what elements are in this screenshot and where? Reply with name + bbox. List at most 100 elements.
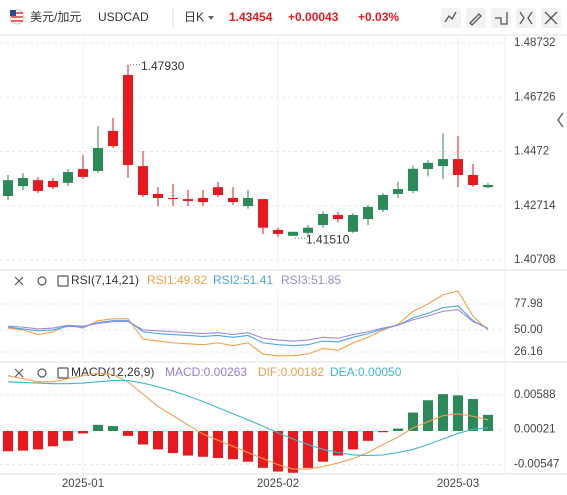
settings-icon[interactable] [37, 368, 47, 378]
last-price: 1.43454 [229, 10, 273, 24]
histogram-bar [213, 430, 223, 459]
legend-entry: RSI3:51.85 [281, 273, 341, 287]
candle-body [63, 172, 73, 183]
annotation-label: 1.41510 [306, 232, 350, 246]
macd-controls [14, 367, 69, 379]
candle-body [273, 229, 283, 234]
histogram-bar [78, 430, 88, 434]
histogram-bar [123, 430, 133, 436]
close-icon[interactable] [14, 368, 24, 378]
y-tick-label: 26.16 [514, 346, 543, 358]
candle-body [393, 189, 403, 194]
histogram-bar [348, 430, 358, 450]
histogram-bar [393, 428, 403, 431]
candle-body [453, 159, 463, 176]
y-tick-label: -0.00547 [514, 459, 559, 471]
indicator-line [7, 372, 489, 470]
x-tick-label: 2025-02 [257, 478, 299, 490]
close-icon[interactable] [14, 276, 24, 286]
settings-icon[interactable] [37, 276, 47, 286]
y-tick-label: 50.00 [514, 324, 543, 336]
candle-body [288, 231, 298, 236]
histogram-bar [453, 395, 463, 431]
histogram-bar [258, 430, 268, 468]
dropdown-arrow[interactable] [208, 16, 214, 20]
indicator-line [7, 380, 489, 457]
rsi-controls [14, 275, 69, 287]
candle-body [303, 227, 313, 233]
expand-arrow[interactable] [557, 112, 564, 128]
candle-body [348, 215, 358, 232]
histogram-bar [153, 430, 163, 450]
y-tick-label: 77.98 [514, 298, 543, 310]
histogram-bar [33, 430, 43, 450]
candle-body [153, 193, 163, 198]
toolbar [441, 8, 561, 28]
histogram-bar [3, 430, 13, 452]
histogram-bar [363, 430, 373, 441]
candle-body [18, 177, 28, 187]
histogram-bar [108, 426, 118, 431]
flag-canton [10, 10, 16, 16]
percent-change: +0.03% [358, 10, 399, 24]
candle-body [243, 197, 253, 207]
y-tick-label: 0.00588 [514, 389, 556, 401]
candle-body [3, 180, 13, 197]
histogram-bar [438, 394, 448, 431]
tool-button[interactable] [466, 8, 486, 28]
candle-body [408, 168, 418, 191]
candle-body [258, 199, 268, 228]
y-tick-label: 0.00021 [514, 424, 556, 436]
histogram-bar [468, 399, 478, 431]
tool-icon [469, 13, 482, 26]
histogram-bar [183, 430, 193, 456]
y-tick-label: 1.48732 [514, 37, 556, 49]
candle-body [423, 162, 433, 170]
price-change: +0.00043 [288, 10, 339, 24]
histogram-bar [288, 430, 298, 473]
histogram-bar [243, 430, 253, 462]
histogram-bar [483, 414, 493, 431]
histogram-bar [198, 430, 208, 457]
pair-name: 美元/加元 [30, 10, 81, 24]
histogram-bar [408, 412, 418, 431]
histogram-bar [18, 430, 28, 451]
y-tick-label: 1.40708 [514, 254, 556, 266]
histogram-bar [228, 430, 238, 460]
indicator-line [7, 308, 489, 342]
candle-body [483, 185, 493, 188]
tool-icon [444, 11, 457, 23]
legend-entry: DIF:0.00182 [258, 365, 324, 379]
candle-body [363, 206, 373, 220]
annotation-label: 1.47930 [141, 59, 185, 73]
candle-body [378, 195, 388, 210]
symbol: USDCAD [98, 10, 149, 24]
legend-entry: RSI2:51.41 [213, 273, 273, 287]
candle-body [318, 213, 328, 226]
histogram-bar [273, 430, 283, 472]
x-tick-label: 2025-01 [62, 478, 104, 490]
histogram-bar [168, 430, 178, 454]
header: 美元/加元 USDCAD 日K 1.43454 +0.00043 +0.03% [0, 8, 567, 36]
histogram-bar [63, 430, 73, 441]
toggle-icon[interactable] [57, 367, 69, 379]
candle-body [183, 199, 193, 201]
tool-icon [519, 11, 533, 25]
candle-body [93, 147, 103, 171]
candle-body [123, 75, 133, 166]
tool-button[interactable] [516, 8, 536, 28]
toggle-icon[interactable] [57, 275, 69, 287]
candle-body [333, 215, 343, 220]
period-selector[interactable]: 日K [184, 10, 204, 24]
candle-body [33, 180, 43, 191]
candle-body [168, 197, 178, 200]
histogram-bar [423, 400, 433, 431]
candle-body [213, 187, 223, 196]
histogram-bar [378, 430, 388, 433]
histogram-bar [333, 430, 343, 456]
histogram-bar [93, 424, 103, 431]
histogram-bar [303, 430, 313, 468]
tool-icon [495, 12, 508, 25]
